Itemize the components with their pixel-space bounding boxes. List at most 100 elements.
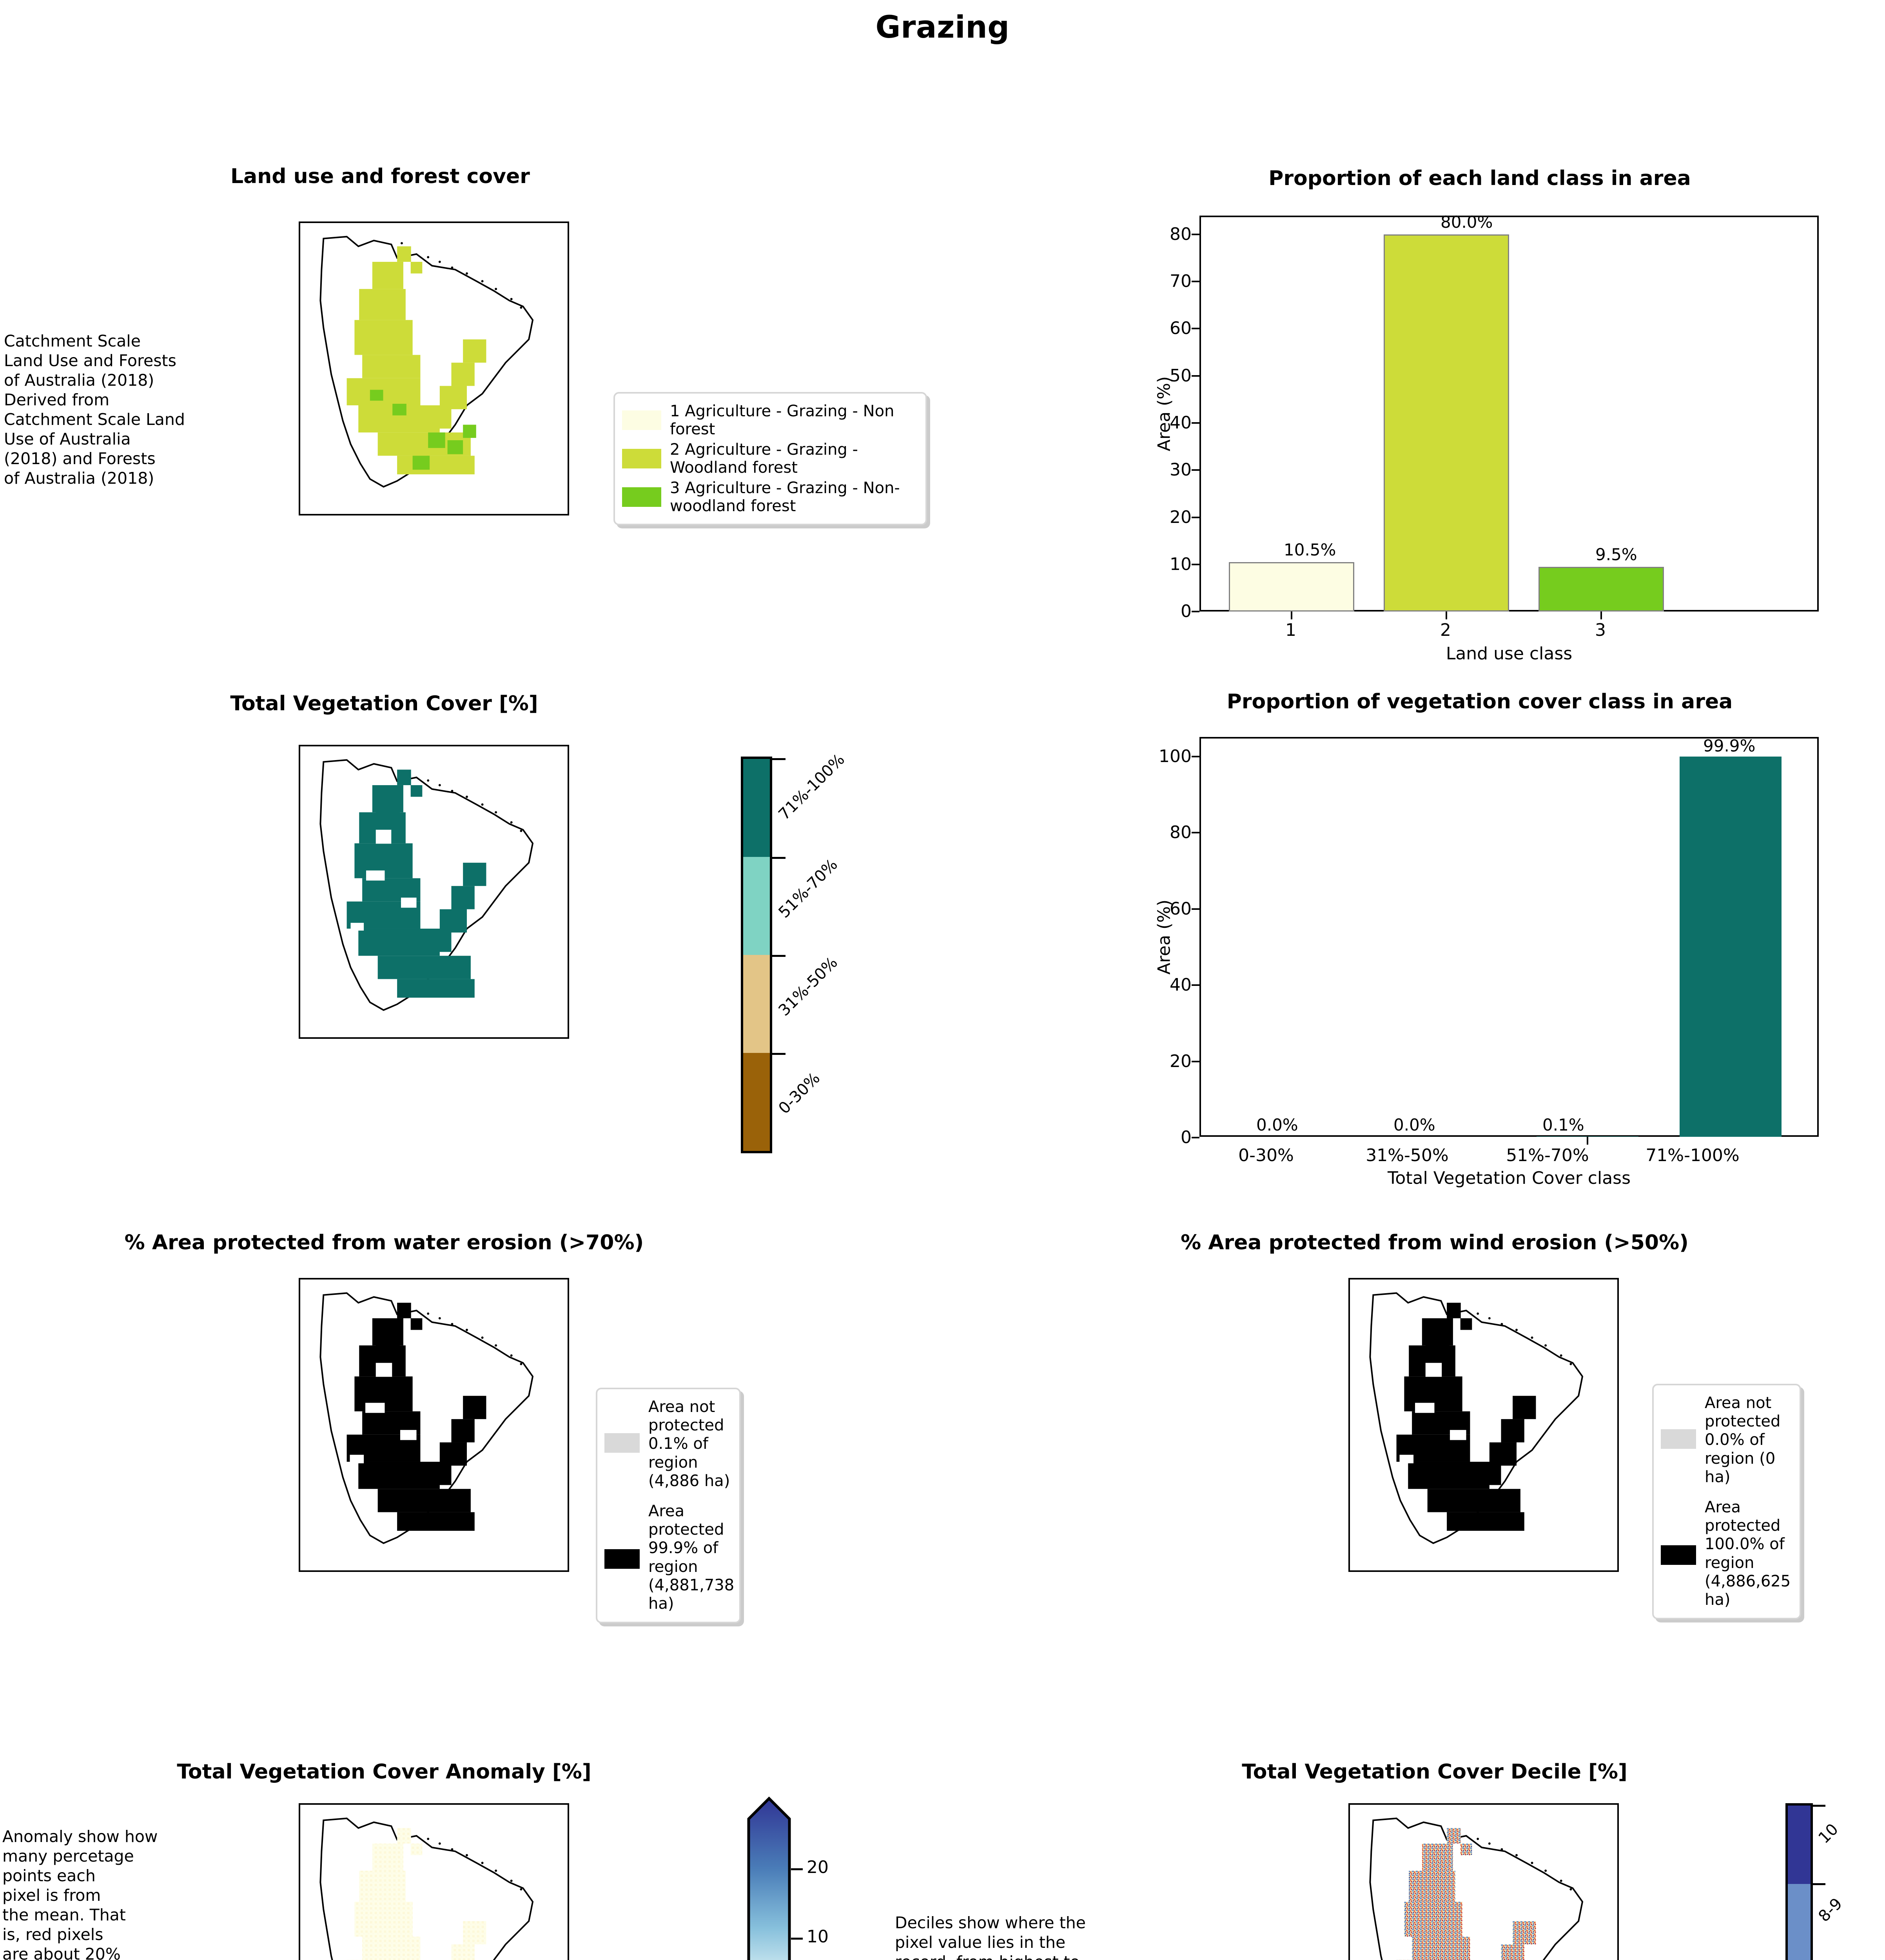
- anomaly-help-note: Anomaly show how many percetage points e…: [2, 1827, 158, 1960]
- anomaly-colorbar-body: [747, 1797, 791, 1960]
- veg-colorbar-label-51-70: 51%-70%: [775, 855, 841, 922]
- y-tick-label: 80: [1170, 224, 1192, 244]
- y-tick-label: 70: [1170, 271, 1192, 291]
- bar-landclass-2[interactable]: [1384, 234, 1509, 612]
- landuse-map-title: Land use and forest cover: [230, 165, 530, 188]
- y-tick-label: 50: [1170, 366, 1192, 386]
- decile-map-graphic: [1369, 1817, 1584, 1960]
- legend-item: 1 Agriculture - Grazing - Non forest: [622, 402, 918, 438]
- landuse-legend-label-3: 3 Agriculture - Grazing - Non-woodland f…: [670, 479, 900, 515]
- bar-value-label-1: 0.0%: [1256, 1115, 1298, 1134]
- legend-item: 3 Agriculture - Grazing - Non-woodland f…: [622, 479, 918, 515]
- bar-value-label-4: 99.9%: [1703, 736, 1756, 755]
- landuse-map-graphic: [319, 236, 534, 488]
- legend-item: 2 Agriculture - Grazing - Woodland fores…: [622, 441, 918, 477]
- water-not-protected-label: Area not protected 0.1% of region (4,886…: [648, 1398, 730, 1490]
- y-tick-label: 0: [1181, 601, 1192, 621]
- landuse-legend-label-2: 2 Agriculture - Grazing - Woodland fores…: [670, 441, 858, 477]
- x-tick-label: 51%-70%: [1506, 1145, 1589, 1165]
- x-tick-label: 31%-50%: [1366, 1145, 1449, 1165]
- veg-cover-map[interactable]: [299, 745, 569, 1039]
- landuse-swatch-3: [622, 487, 661, 507]
- anomaly-tick-label-20: 20: [807, 1857, 829, 1877]
- x-axis-label: Land use class: [1446, 644, 1573, 664]
- y-tick-label: 40: [1170, 975, 1192, 995]
- plot-area: [1199, 216, 1819, 612]
- anomaly-colorbar[interactable]: 20 10 0 −10 −20: [745, 1795, 909, 1960]
- landclass-bar-title: Proportion of each land class in area: [1268, 167, 1691, 190]
- anomaly-map-graphic: [319, 1817, 534, 1960]
- colorbar-segment-51-70: [743, 857, 770, 955]
- anomaly-map[interactable]: [299, 1803, 569, 1960]
- water-protected-label: Area protected 99.9% of region (4,881,73…: [648, 1502, 735, 1613]
- x-tick-label: 2: [1440, 620, 1451, 640]
- decile-map[interactable]: [1348, 1803, 1619, 1960]
- landclass-bar-chart[interactable]: Area (%) 0 10 20 30 40 50 60 70 80 10.5%…: [1137, 208, 1834, 664]
- x-tick-label: 3: [1595, 620, 1606, 640]
- bar-vegclass-3[interactable]: [1537, 1136, 1638, 1137]
- colorbar-segment-10: [1788, 1806, 1811, 1884]
- colorbar-body: [1785, 1803, 1813, 1960]
- colorbar-segment-8-9: [1788, 1884, 1811, 1960]
- x-axis-label: Total Vegetation Cover class: [1387, 1168, 1631, 1188]
- colorbar-body: [741, 757, 772, 1153]
- wind-erosion-legend[interactable]: Area not protected 0.0% of region (0 ha)…: [1652, 1384, 1801, 1620]
- legend-item: Area protected 100.0% of region (4,886,6…: [1661, 1498, 1792, 1609]
- x-tick-label: 1: [1285, 620, 1296, 640]
- veg-colorbar-label-71-100: 71%-100%: [775, 750, 848, 824]
- colorbar-segment-0-30: [743, 1053, 770, 1151]
- y-tick-label: 40: [1170, 413, 1192, 433]
- y-tick-label: 60: [1170, 899, 1192, 919]
- water-erosion-map-graphic: [319, 1292, 534, 1544]
- y-tick-label: 60: [1170, 318, 1192, 338]
- colorbar-segment-71-100: [743, 759, 770, 857]
- x-tick-label: 71%-100%: [1646, 1145, 1740, 1165]
- bar-value-label-3: 0.1%: [1542, 1115, 1584, 1134]
- wind-not-protected-swatch: [1661, 1429, 1696, 1449]
- y-tick-label: 30: [1170, 460, 1192, 480]
- y-tick-label: 20: [1170, 1051, 1192, 1071]
- bar-value-label-3: 9.5%: [1595, 545, 1637, 564]
- bar-value-label-1: 10.5%: [1284, 540, 1336, 559]
- water-not-protected-swatch: [604, 1433, 640, 1453]
- bar-value-label-2: 80.0%: [1441, 212, 1493, 232]
- page-title: Grazing: [875, 10, 1010, 45]
- wind-erosion-map[interactable]: [1348, 1278, 1619, 1572]
- colorbar-segment-31-50: [743, 955, 770, 1053]
- landuse-source-note: Catchment Scale Land Use and Forests of …: [4, 332, 185, 488]
- bar-landclass-1[interactable]: [1229, 562, 1354, 612]
- legend-item: Area not protected 0.0% of region (0 ha): [1661, 1394, 1792, 1486]
- landuse-map[interactable]: [299, 221, 569, 515]
- veg-cover-colorbar[interactable]: 71%-100% 51%-70% 31%-50% 0-30%: [741, 751, 909, 1172]
- veg-colorbar-label-0-30: 0-30%: [775, 1069, 824, 1118]
- wind-not-protected-label: Area not protected 0.0% of region (0 ha): [1705, 1394, 1781, 1486]
- water-protected-swatch: [604, 1549, 640, 1569]
- y-tick-label: 10: [1170, 554, 1192, 574]
- wind-protected-swatch: [1661, 1545, 1696, 1565]
- anomaly-tick-label-10: 10: [807, 1927, 829, 1947]
- decile-colorbar-label-10: 10: [1815, 1820, 1842, 1847]
- veg-colorbar-label-31-50: 31%-50%: [775, 953, 841, 1020]
- x-tick-label: 0-30%: [1238, 1145, 1294, 1165]
- wind-erosion-map-title: % Area protected from wind erosion (>50%…: [1181, 1231, 1689, 1254]
- water-erosion-map[interactable]: [299, 1278, 569, 1572]
- veg-map-title: Total Vegetation Cover [%]: [230, 692, 538, 715]
- wind-erosion-map-graphic: [1369, 1292, 1584, 1544]
- bar-landclass-3[interactable]: [1538, 567, 1664, 612]
- landuse-swatch-2: [622, 449, 661, 468]
- y-tick-label: 80: [1170, 822, 1192, 842]
- water-erosion-map-title: % Area protected from water erosion (>70…: [124, 1231, 644, 1254]
- anomaly-map-title: Total Vegetation Cover Anomaly [%]: [177, 1760, 591, 1784]
- veg-class-bar-chart[interactable]: Area (%) 0 20 40 60 80 100 0.0% 0.0% 0.1…: [1137, 729, 1834, 1188]
- veg-cover-map-graphic: [319, 759, 534, 1011]
- water-erosion-legend[interactable]: Area not protected 0.1% of region (4,886…: [596, 1388, 741, 1624]
- decile-colorbar[interactable]: 10 8-9 4-7 2-3 1: [1785, 1803, 1885, 1960]
- wind-protected-label: Area protected 100.0% of region (4,886,6…: [1705, 1498, 1791, 1609]
- landuse-swatch-1: [622, 410, 661, 430]
- legend-item: Area not protected 0.1% of region (4,886…: [604, 1398, 732, 1490]
- y-tick-label: 100: [1159, 746, 1192, 766]
- landuse-legend[interactable]: 1 Agriculture - Grazing - Non forest 2 A…: [613, 392, 927, 525]
- bar-vegclass-4[interactable]: [1680, 757, 1782, 1137]
- decile-colorbar-label-8-9: 8-9: [1815, 1895, 1846, 1926]
- y-tick-label: 0: [1181, 1127, 1192, 1147]
